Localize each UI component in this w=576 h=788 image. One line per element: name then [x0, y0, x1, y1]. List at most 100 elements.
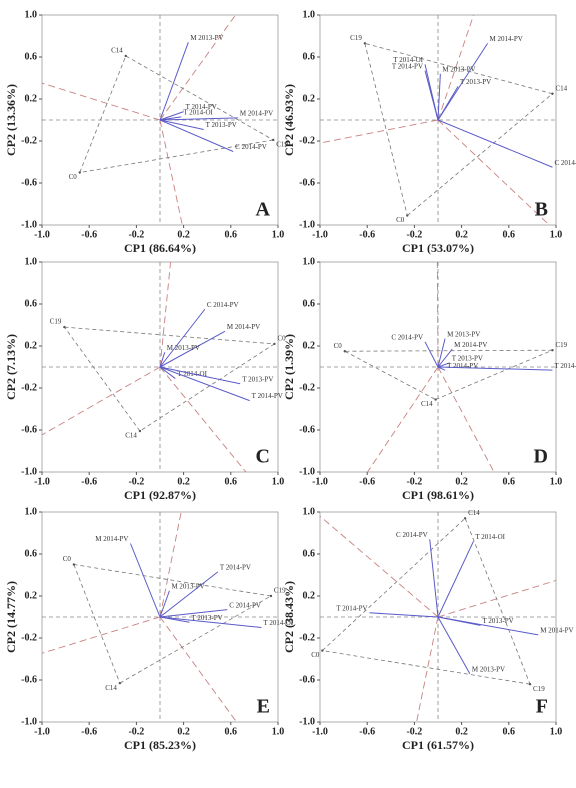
environment-vector: [159, 111, 184, 121]
environment-label: M 2013-PV: [167, 344, 200, 352]
y-tick-label: -0.2: [21, 632, 37, 643]
panel: -1.0 -0.6 -0.2 0.2 0.6 1.0 1.0 0.6 0.2 -0.2 -0.6 -1…: [4, 256, 286, 501]
environment-label: M 2013-PV: [447, 330, 480, 338]
environment-label: M 2014-PV: [490, 35, 523, 43]
genotype-label: C14: [105, 684, 117, 692]
polygon-side: [407, 93, 553, 216]
environment-label: C 2014-PV: [207, 301, 239, 309]
genotype-label: C19: [274, 587, 286, 595]
environment-label: T 2013-PV: [452, 354, 483, 362]
environment-vector: [437, 338, 446, 368]
genotype-label: C19: [533, 685, 545, 693]
panel-letter: A: [256, 199, 271, 221]
x-tick-label: 0.6: [503, 726, 516, 737]
y-tick-label: 0.6: [303, 298, 316, 309]
environment-label: T 2014-PV: [392, 62, 423, 70]
sector-line: [159, 261, 172, 368]
environment-label: C 2014-PV: [391, 333, 423, 341]
x-tick-label: -0.2: [406, 476, 422, 487]
x-axis-label: CP1 (98.61%): [402, 488, 474, 502]
environment-vector: [130, 543, 161, 618]
environment-label: C 2014-PV: [554, 159, 576, 167]
x-tick-label: -0.6: [359, 726, 375, 737]
y-axis-label: CP2 (13.36%): [4, 84, 18, 156]
x-tick-label: 0.2: [177, 726, 190, 737]
environment-vector: [159, 119, 204, 130]
environment-vector: [437, 541, 474, 618]
polygon-side: [435, 349, 553, 400]
x-tick-label: 1.0: [550, 229, 563, 240]
polygon-side: [64, 326, 275, 345]
genotype-point: [72, 563, 76, 566]
genotype-point: [273, 342, 276, 346]
environment-vector: [437, 73, 441, 121]
x-tick-label: -0.2: [128, 229, 144, 240]
environment-vector: [437, 366, 553, 371]
polygon-side: [322, 650, 531, 685]
x-tick-label: 0.2: [455, 229, 468, 240]
genotype-point: [434, 398, 437, 401]
polygon-side: [364, 42, 553, 95]
genotype-label: C0: [277, 335, 286, 343]
sector-line: [41, 616, 161, 654]
environment-vector: [159, 366, 241, 385]
environment-vector: [159, 308, 206, 368]
x-axis-label: CP1 (53.07%): [402, 241, 474, 255]
x-axis-label: CP1 (86.64%): [124, 241, 196, 255]
sector-line: [319, 515, 439, 618]
panel-letter: F: [536, 696, 548, 718]
polygon-side: [344, 349, 553, 352]
y-tick-label: -0.2: [21, 135, 37, 146]
genotype-label: C14: [421, 400, 433, 408]
environment-vector: [159, 590, 170, 618]
x-tick-label: 0.6: [225, 229, 238, 240]
sector-line: [367, 366, 439, 473]
environment-label: C 2014-PV: [396, 531, 428, 539]
y-tick-label: -0.2: [299, 632, 315, 643]
environment-label: T 2014-PV: [186, 103, 217, 111]
y-axis-label: CP2 (7.13%): [4, 334, 18, 400]
environment-label: T 2013-PV: [206, 121, 237, 129]
environment-label: T 2013-PV: [482, 617, 513, 625]
x-tick-label: -1.0: [312, 726, 328, 737]
x-tick-label: 0.2: [455, 476, 468, 487]
x-tick-label: 1.0: [272, 476, 285, 487]
environment-vector: [437, 616, 539, 636]
x-axis-label: CP1 (61.57%): [402, 738, 474, 752]
x-tick-label: -1.0: [312, 229, 328, 240]
genotype-point: [63, 325, 66, 329]
x-tick-label: 0.2: [177, 476, 190, 487]
x-tick-label: -0.6: [81, 726, 97, 737]
sector-line: [41, 366, 161, 436]
genotype-label: C19: [50, 318, 62, 326]
genotype-label: C0: [396, 216, 405, 224]
environment-label: T 2014-PV: [447, 362, 478, 370]
genotype-point: [406, 214, 409, 217]
y-tick-label: 1.0: [25, 256, 38, 267]
environment-label: M 2013-PV: [190, 34, 223, 42]
y-tick-label: -0.6: [299, 177, 315, 188]
panel: -1.0 -0.6 -0.2 0.2 0.6 1.0 1.0 0.6 0.2 -0.2 -0.6 -1…: [282, 256, 576, 501]
x-tick-label: 1.0: [272, 229, 285, 240]
environment-vector: [159, 42, 189, 121]
y-tick-label: -0.2: [299, 382, 315, 393]
y-tick-label: -0.6: [299, 674, 315, 685]
environment-vector: [159, 366, 176, 379]
environment-vector: [437, 616, 471, 674]
polygon-side: [464, 518, 531, 685]
x-tick-label: 0.6: [225, 726, 238, 737]
y-tick-label: -1.0: [299, 716, 315, 727]
x-tick-label: 1.0: [550, 726, 563, 737]
y-tick-label: -1.0: [21, 466, 37, 477]
environment-label: M 2013-PV: [472, 665, 505, 673]
environment-label: M 2014-PV: [454, 341, 487, 349]
sector-line: [416, 616, 439, 723]
genotype-point: [463, 517, 467, 520]
polygon-side: [139, 343, 275, 432]
genotype-label: C19: [555, 341, 567, 349]
environment-label: C 2014-PV: [229, 601, 261, 609]
environment-label: T 2014-OI: [554, 362, 576, 370]
x-tick-label: -0.6: [81, 229, 97, 240]
y-tick-label: 0.6: [25, 548, 38, 559]
genotype-label: C0: [69, 173, 78, 181]
